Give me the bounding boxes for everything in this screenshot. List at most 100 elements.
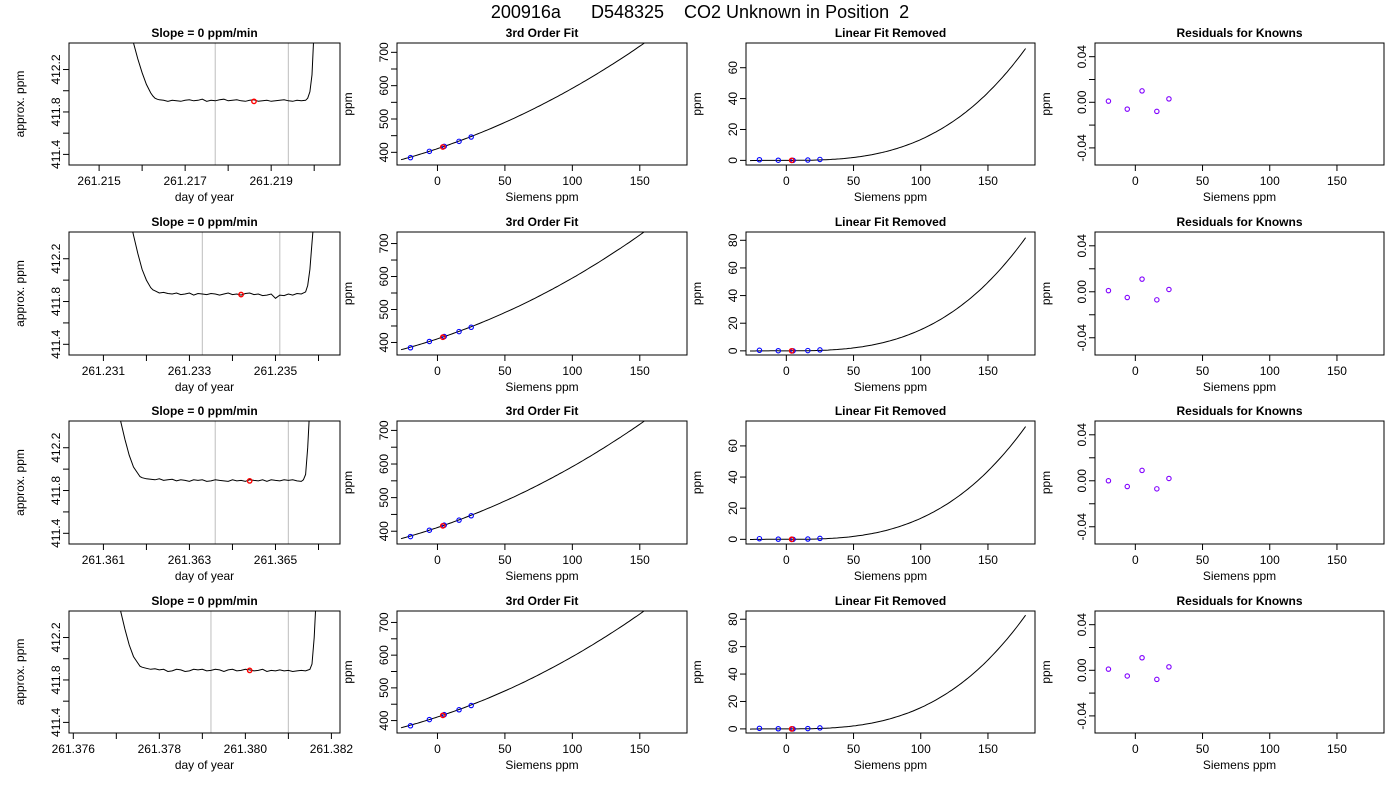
unknown-sample-point (251, 98, 257, 105)
panel-title: 3rd Order Fit (506, 404, 579, 418)
fit-curve (750, 426, 1027, 540)
x-tick-label: 50 (1196, 364, 1210, 378)
y-tick-label: 500 (377, 487, 391, 507)
y-tick-label: 600 (377, 454, 391, 474)
x-axis-label: Siemens ppm (505, 758, 578, 772)
y-tick-label: 80 (726, 612, 740, 626)
y-tick-label: 600 (377, 75, 391, 95)
x-axis-label: Siemens ppm (854, 758, 927, 772)
y-tick-label: 500 (377, 109, 391, 129)
x-tick-label: 0 (1132, 174, 1139, 188)
plot-area (1105, 467, 1172, 492)
plot-area (400, 611, 645, 729)
x-tick-label: 261.219 (249, 174, 293, 188)
plot-area (750, 237, 1027, 354)
x-tick-label: 0 (1132, 553, 1139, 567)
y-tick-label: 20 (726, 122, 740, 136)
y-tick-label: 0 (726, 157, 740, 164)
known-standard-point (775, 347, 782, 354)
known-standard-point (1105, 478, 1112, 484)
plot-frame (1094, 610, 1385, 734)
y-tick-label: 412.2 (49, 243, 63, 273)
y-tick-label: 0.00 (1075, 469, 1089, 493)
panel-title: Linear Fit Removed (835, 404, 946, 418)
y-tick-label: 411.4 (49, 139, 63, 168)
y-tick-label: 0.04 (1075, 234, 1089, 258)
y-axis-label: ppm (341, 471, 355, 494)
known-standard-point (1166, 664, 1172, 670)
x-tick-label: 100 (911, 742, 931, 756)
x-tick-label: 150 (630, 174, 650, 188)
known-standard-point (1124, 106, 1131, 112)
known-standard-point (1105, 666, 1112, 672)
unknown-sample-point (238, 291, 244, 298)
y-tick-label: 20 (726, 316, 740, 330)
y-tick-label: 600 (377, 645, 391, 665)
x-tick-label: 150 (1327, 174, 1347, 188)
y-tick-label: 0 (726, 347, 740, 354)
y-axis-label: ppm (690, 660, 704, 683)
plot-area (400, 232, 645, 351)
panel-row1-residuals: Residuals for Knowns 0 50 100 150 -0.04 0.00 0.… (1039, 26, 1385, 204)
y-axis-label: ppm (690, 282, 704, 305)
y-tick-label: 411.8 (49, 287, 63, 316)
x-axis-label: Siemens ppm (854, 380, 927, 394)
panel-title: Linear Fit Removed (835, 215, 946, 229)
plot-frame (68, 231, 341, 356)
y-axis-label: approx. ppm (13, 449, 27, 516)
y-tick-label: -0.04 (1075, 324, 1089, 352)
x-tick-label: 100 (1260, 553, 1280, 567)
y-tick-label: 80 (726, 233, 740, 247)
known-standard-point (805, 536, 811, 542)
panel-title: Residuals for Knowns (1176, 404, 1302, 418)
known-standard-point (456, 138, 462, 145)
known-standard-point (817, 347, 823, 353)
x-tick-label: 150 (978, 174, 998, 188)
fit-curve (749, 614, 1027, 730)
known-standard-point (456, 517, 462, 523)
x-tick-label: 100 (1260, 174, 1280, 188)
x-tick-label: 150 (978, 364, 998, 378)
panel-row4-fit: 3rd Order Fit 0 50 100 150 400 500 600 700 Siemen… (341, 594, 688, 772)
x-tick-label: 261.217 (163, 174, 207, 188)
figure-title: 200916a D548325 CO2 Unknown in Position … (490, 2, 910, 22)
x-tick-label: 150 (1327, 364, 1347, 378)
y-tick-label: 0.00 (1075, 280, 1089, 304)
y-axis-label: approx. ppm (13, 71, 27, 138)
unknown-sample-point (788, 347, 795, 354)
x-tick-label: 50 (847, 364, 861, 378)
plot-area (132, 232, 314, 355)
x-tick-label: 261.233 (168, 364, 212, 378)
series-line (132, 43, 314, 102)
x-tick-label: 150 (630, 364, 650, 378)
x-tick-label: 261.365 (254, 553, 298, 567)
y-tick-label: 0.04 (1075, 423, 1089, 447)
x-tick-label: 0 (783, 742, 790, 756)
plot-area (1105, 276, 1172, 303)
x-axis-label: day of year (175, 380, 234, 394)
plot-frame (1094, 420, 1385, 545)
y-tick-label: 500 (377, 678, 391, 698)
x-axis-label: Siemens ppm (1203, 758, 1276, 772)
y-axis-label: ppm (1039, 471, 1053, 494)
x-tick-label: 0 (434, 742, 441, 756)
y-tick-label: 412.2 (49, 622, 63, 652)
panel-row4-time: Slope = 0 ppm/min 261.376 261.378 261.380 26… (13, 594, 353, 772)
known-standard-point (426, 148, 433, 155)
y-tick-label: 0.04 (1075, 613, 1089, 637)
known-standard-point (1139, 88, 1145, 94)
series-line (132, 232, 314, 299)
plot-area (749, 614, 1027, 732)
unknown-sample-point (788, 725, 795, 732)
fit-curve (400, 232, 645, 351)
panel-row3-linear-removed: Linear Fit Removed 0 50 100 150 0 20 40 60 Siemen… (690, 404, 1036, 583)
x-tick-label: 0 (434, 174, 441, 188)
y-tick-label: 40 (726, 667, 740, 681)
x-tick-label: 100 (911, 553, 931, 567)
plot-area (120, 421, 310, 544)
y-tick-label: 412.2 (49, 432, 63, 462)
known-standard-point (426, 527, 433, 533)
series-line (120, 611, 317, 673)
plot-frame (68, 610, 341, 734)
panel-title: Residuals for Knowns (1176, 594, 1302, 608)
